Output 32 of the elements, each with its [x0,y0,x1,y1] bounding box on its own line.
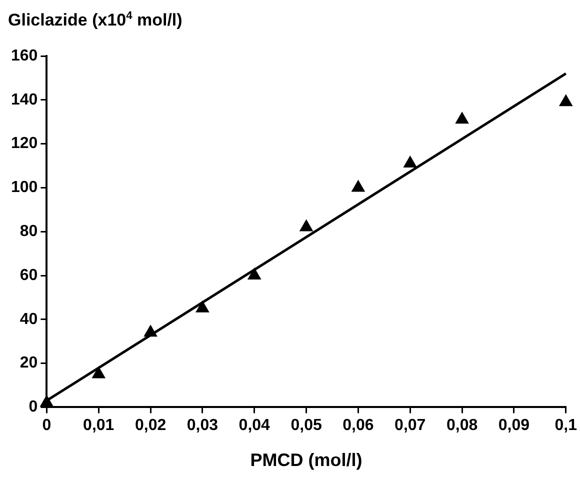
point [92,366,106,378]
x-tick-label: 0,08 [446,417,478,434]
x-tick-label: 0,01 [83,417,114,434]
point [196,300,210,312]
x-tick-label: 0 [42,417,52,434]
point [455,112,469,124]
y-tick-label: 40 [20,310,38,328]
point [352,180,365,192]
point [40,395,54,407]
y-tick-label: 160 [10,47,38,64]
y-tick-label: 0 [28,398,38,416]
y-tick-label: 100 [10,179,38,196]
x-tick-label: 0,03 [186,417,218,434]
x-tick-label: 0,06 [342,417,374,434]
x-tick-label: 0,02 [134,417,166,434]
point [300,220,313,232]
x-tick-label: 0,07 [394,417,426,434]
point [404,156,417,168]
x-tick-label: 0,05 [290,417,322,434]
y-tick-label: 120 [10,135,38,152]
x-tick-label: 0,09 [498,417,530,434]
y-tick-label: 20 [20,354,38,372]
point [144,325,158,337]
point [248,268,261,280]
x-axis-title: PMCD (mol/l) [250,450,362,470]
y-axis-title: Gliclazide (x10$^{4}$ mol/l) [8,10,182,31]
y-tick-label: 140 [10,91,38,108]
y-tick-label: 60 [20,266,38,284]
point [559,94,572,106]
y-tick-label: 80 [20,223,38,240]
x-tick-label: 0,04 [238,417,270,434]
x-tick-label: 0,1 [554,417,578,434]
